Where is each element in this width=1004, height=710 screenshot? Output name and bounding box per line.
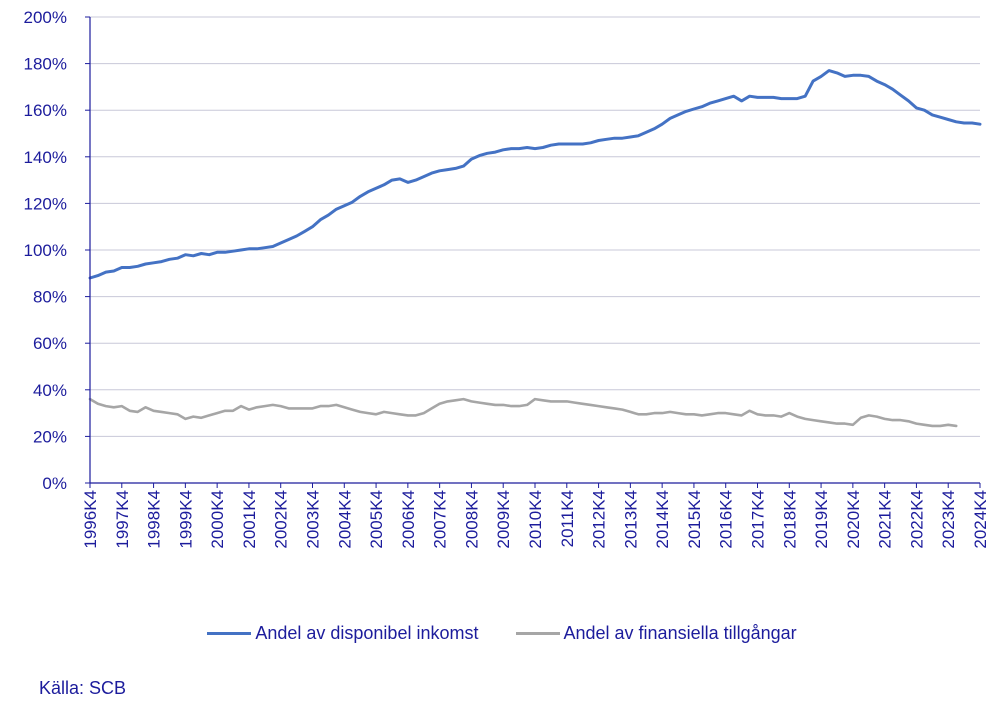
- y-tick-label: 0%: [42, 474, 67, 493]
- x-tick-label: 2005K4: [367, 490, 386, 549]
- legend: Andel av disponibel inkomst Andel av fin…: [0, 619, 1004, 643]
- y-tick-label: 160%: [24, 101, 67, 120]
- x-tick-label: 2003K4: [304, 490, 323, 549]
- x-tick-label: 2012K4: [590, 490, 609, 549]
- y-tick-label: 140%: [24, 148, 67, 167]
- x-tick-label: 2013K4: [621, 490, 640, 549]
- x-tick-label: 2011K4: [558, 490, 577, 547]
- y-tick-label: 60%: [33, 334, 67, 353]
- y-tick-label: 100%: [24, 241, 67, 260]
- y-tick-label: 20%: [33, 427, 67, 446]
- y-tick-label: 80%: [33, 288, 67, 307]
- legend-swatch-finansiella-tillgangar: [515, 632, 560, 635]
- x-tick-label: 2018K4: [780, 490, 799, 549]
- x-tick-label: 2017K4: [749, 490, 768, 549]
- legend-item-disponibel-inkomst: Andel av disponibel inkomst: [207, 623, 478, 644]
- legend-label-finansiella-tillgangar: Andel av finansiella tillgångar: [563, 623, 797, 643]
- x-tick-label: 1998K4: [145, 490, 164, 549]
- y-tick-label: 120%: [24, 194, 67, 213]
- x-tick-label: 2000K4: [208, 490, 227, 549]
- x-axis-tick-labels: 1996K4 1997K4 1998K4 1999K4 2000K4 2001K4 2002…: [81, 490, 990, 549]
- x-tick-label: 2007K4: [431, 490, 450, 549]
- gridlines: [90, 16, 980, 437]
- x-tick-label: 2016K4: [717, 490, 736, 549]
- legend-swatch-disponibel-inkomst: [207, 632, 252, 635]
- x-tick-label: 2009K4: [494, 490, 513, 549]
- y-tick-label: 40%: [33, 381, 67, 400]
- legend-label-disponibel-inkomst: Andel av disponibel inkomst: [255, 623, 479, 643]
- x-tick-label: 2023K4: [939, 490, 958, 549]
- series-line-finansiella-tillgangar: [88, 397, 958, 428]
- x-tick-label: 1999K4: [176, 490, 195, 549]
- y-axis-tick-labels: 0% 20% 40% 60% 80% 100% 120% 140% 160% 180% 200%: [24, 8, 67, 493]
- x-tick-label: 2006K4: [399, 490, 418, 549]
- data-series: [88, 69, 982, 428]
- x-tick-label: 2008K4: [462, 490, 481, 549]
- x-tick-label: 2010K4: [526, 490, 545, 549]
- x-tick-label: 2004K4: [335, 490, 354, 549]
- axes: [85, 16, 981, 488]
- series-line-disponibel-inkomst: [88, 69, 982, 280]
- y-tick-label: 200%: [24, 8, 67, 27]
- legend-item-finansiella-tillgangar: Andel av finansiella tillgångar: [515, 623, 797, 644]
- x-tick-label: 2024K4: [971, 490, 990, 549]
- x-tick-label: 2022K4: [907, 490, 926, 549]
- x-tick-label: 2014K4: [653, 490, 672, 549]
- x-tick-label: 2002K4: [272, 490, 291, 549]
- y-tick-label: 180%: [24, 55, 67, 74]
- x-tick-label: 2015K4: [685, 490, 704, 549]
- x-tick-label: 2001K4: [240, 490, 259, 549]
- line-chart: 0% 20% 40% 60% 80% 100% 120% 140% 160% 180% 200% 1…: [24, 8, 990, 549]
- source-note: Källa: SCB: [39, 678, 127, 698]
- x-tick-label: 2021K4: [876, 490, 895, 549]
- x-tick-label: 1997K4: [113, 490, 132, 549]
- x-tick-label: 2020K4: [844, 490, 863, 549]
- x-tick-label: 2019K4: [812, 490, 831, 549]
- x-tick-label: 1996K4: [81, 490, 100, 549]
